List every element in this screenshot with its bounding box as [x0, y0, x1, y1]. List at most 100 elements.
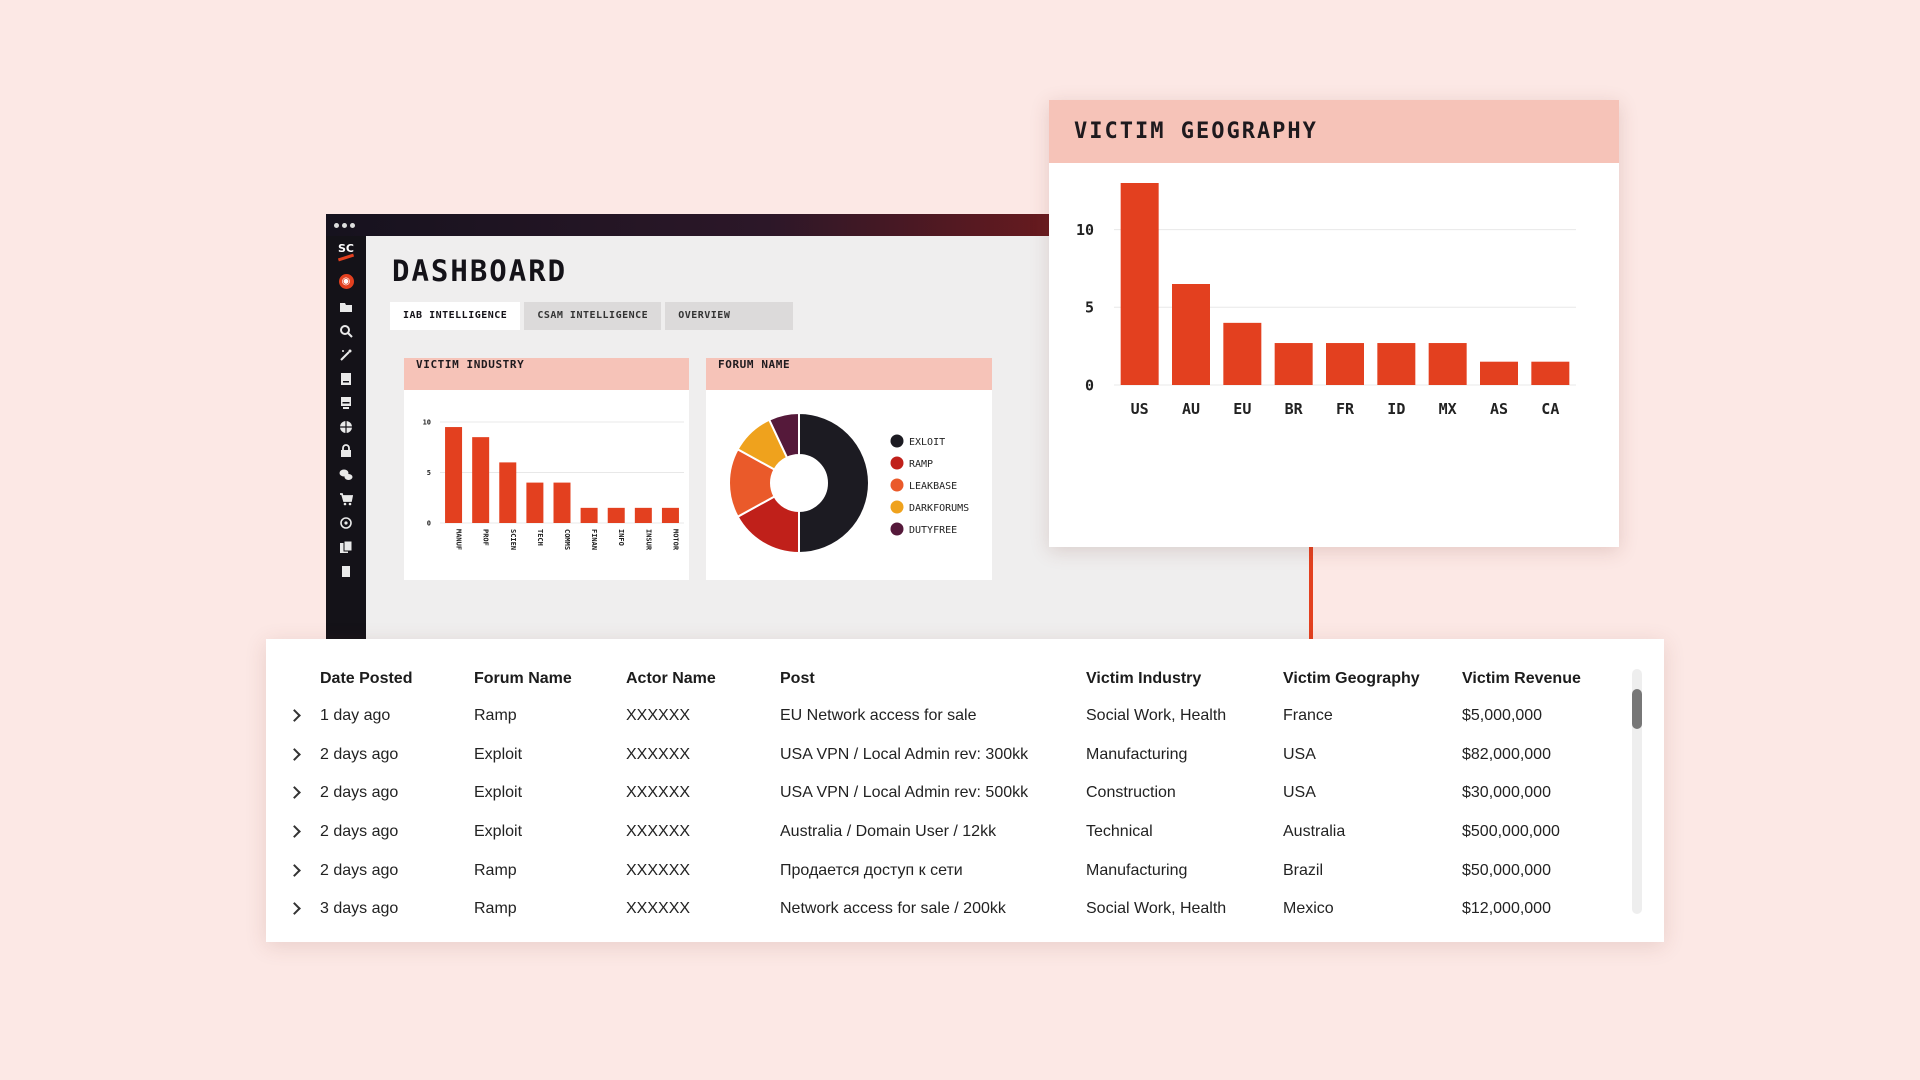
expand-column-header [286, 661, 320, 697]
monitor-icon[interactable] [337, 394, 355, 412]
column-header[interactable]: Forum Name [474, 670, 572, 687]
pie-slice [767, 411, 800, 459]
lock-icon[interactable] [337, 442, 355, 460]
victim-revenue-cell: $82,000,000 [1462, 745, 1551, 763]
victim-revenue-cell: $30,000,000 [1462, 784, 1551, 802]
table-row[interactable]: 2 days ago Exploit XXXXXX Australia / Domai… [286, 813, 1622, 852]
scroll-thumb[interactable] [1632, 689, 1642, 729]
bar [1172, 284, 1210, 385]
column-header[interactable]: Victim Revenue [1462, 670, 1581, 687]
globe-icon[interactable] [337, 418, 355, 436]
magic-wand-icon[interactable] [337, 346, 355, 364]
x-tick-label: ID [1387, 400, 1405, 418]
expand-row-button[interactable] [286, 890, 320, 929]
victim-revenue-cell: $12,000,000 [1462, 900, 1551, 918]
y-tick-label: 10 [1076, 221, 1094, 239]
victim-industry-cell: Construction [1086, 784, 1176, 802]
legend-label: EXLOIT [909, 437, 945, 448]
column-header[interactable]: Victim Industry [1086, 670, 1202, 687]
bar [1428, 343, 1467, 385]
x-tick-label: US [1131, 400, 1149, 418]
x-tick-label: INSUR [644, 529, 652, 551]
y-tick-label: 10 [423, 418, 431, 426]
forum-name-cell: Ramp [474, 900, 517, 918]
victim-geography-cell: Mexico [1283, 900, 1334, 918]
posts-table: Date Posted Forum Name Actor Name Post V… [286, 661, 1622, 929]
chevron-right-icon [288, 902, 301, 916]
x-tick-label: FR [1336, 400, 1355, 418]
pie-slice [798, 411, 870, 555]
victim-industry-chart: 0 5 10 MANUF PROF SCIEN TECH COMMS FINAN INFO INSU… [423, 418, 684, 551]
logo: SC [335, 242, 357, 262]
copy-icon[interactable] [337, 538, 355, 556]
victim-industry-cell: Social Work, Health [1086, 707, 1227, 725]
bar [1480, 361, 1518, 385]
expand-row-button[interactable] [286, 774, 320, 813]
victim-geography-card: VICTIM GEOGRAPHY 0 5 10 US AU EU BR FR ID MX AS CA [1049, 100, 1619, 547]
bar [472, 437, 490, 523]
expand-row-button[interactable] [286, 697, 320, 736]
bar [1377, 343, 1416, 385]
window-dot[interactable] [350, 223, 355, 228]
cart-icon[interactable] [337, 490, 355, 508]
legend-label: DARKFORUMS [909, 503, 969, 514]
x-tick-label: CA [1541, 400, 1559, 418]
tab-overview[interactable]: OVERVIEW [665, 302, 794, 330]
bar [1120, 183, 1159, 385]
column-header[interactable]: Actor Name [626, 670, 716, 687]
victim-revenue-cell: $5,000,000 [1462, 707, 1543, 725]
clipboard-icon[interactable] [337, 562, 355, 580]
document-icon[interactable] [337, 370, 355, 388]
x-tick-label: AS [1490, 400, 1508, 418]
bar [580, 507, 598, 523]
column-header[interactable]: Post [780, 670, 815, 687]
x-tick-label: MOTOR [671, 529, 679, 551]
column-header[interactable]: Date Posted [320, 670, 413, 687]
chevron-right-icon [288, 748, 301, 761]
post-cell: EU Network access for sale [780, 707, 977, 725]
expand-row-button[interactable] [286, 736, 320, 775]
bar [1531, 361, 1570, 385]
expand-row-button[interactable] [286, 851, 320, 890]
tab-csam-intelligence[interactable]: CSAM INTELLIGENCE [524, 302, 662, 330]
legend-label: LEAKBASE [909, 481, 957, 492]
table-row[interactable]: 3 days ago Ramp XXXXXX Network access for s… [286, 890, 1622, 929]
table-row[interactable]: 1 day ago Ramp XXXXXX EU Network access for… [286, 697, 1622, 736]
date-posted-cell: 2 days ago [320, 823, 399, 841]
scrollbar[interactable] [1632, 669, 1642, 914]
y-tick-label: 5 [1085, 299, 1094, 317]
sidebar: SC ◉ [326, 236, 366, 644]
window-dot[interactable] [342, 223, 347, 228]
target-icon[interactable] [337, 514, 355, 532]
victim-industry-card: VICTIM INDUSTRY 0 5 10 MANUF PROF SCIEN TECH CO… [404, 358, 689, 580]
x-tick-label: INFO [617, 529, 625, 546]
expand-row-button[interactable] [286, 813, 320, 852]
table-header-row: Date Posted Forum Name Actor Name Post V… [286, 661, 1622, 697]
bar [1326, 343, 1364, 385]
legend-label: DUTYFREE [909, 525, 957, 536]
table-row[interactable]: 2 days ago Exploit XXXXXX USA VPN / Local A… [286, 736, 1622, 775]
card-title: VICTIM GEOGRAPHY [1049, 100, 1619, 163]
search-icon[interactable] [337, 322, 355, 340]
bar [499, 462, 517, 523]
chevron-right-icon [288, 709, 301, 723]
folder-icon[interactable] [337, 298, 355, 316]
page-title: DASHBOARD [392, 254, 568, 288]
victim-geography-cell: USA [1283, 784, 1316, 802]
date-posted-cell: 2 days ago [320, 861, 399, 879]
legend-swatch [890, 500, 904, 514]
table-row[interactable]: 2 days ago Ramp XXXXXX Продается доступ к с… [286, 851, 1622, 890]
dashboard-icon[interactable]: ◉ [337, 272, 355, 290]
table-row[interactable]: 2 days ago Exploit XXXXXX USA VPN / Local A… [286, 774, 1622, 813]
column-header[interactable]: Victim Geography [1283, 670, 1420, 687]
legend-swatch [890, 456, 904, 470]
forum-name-cell: Exploit [474, 823, 523, 841]
x-tick-label: SCIEN [509, 529, 517, 550]
victim-geography-chart: 0 5 10 US AU EU BR FR ID MX AS CA [1076, 183, 1576, 418]
victim-revenue-cell: $50,000,000 [1462, 861, 1551, 879]
forum-name-cell: Ramp [474, 707, 517, 725]
legend-swatch [890, 434, 904, 448]
window-dot[interactable] [334, 223, 339, 228]
tab-iab-intelligence[interactable]: IAB INTELLIGENCE [390, 302, 521, 330]
chat-icon[interactable] [337, 466, 355, 484]
